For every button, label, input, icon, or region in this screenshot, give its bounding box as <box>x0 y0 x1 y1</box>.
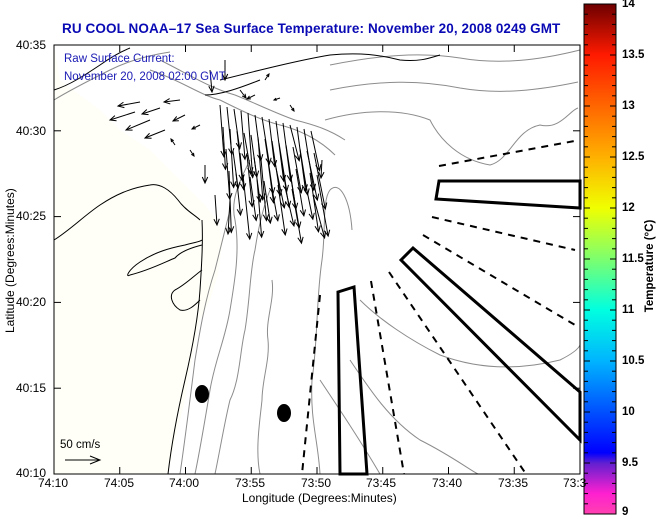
x-tick-label: 74:00 <box>169 476 200 490</box>
axis-ticks <box>53 44 581 475</box>
colorbar-tick-label: 9 <box>622 506 629 518</box>
current-vector <box>190 124 201 130</box>
coastline <box>53 47 441 475</box>
current-vector <box>316 174 331 238</box>
current-vector <box>240 110 248 161</box>
current-vector <box>108 111 136 122</box>
current-vector <box>213 194 220 227</box>
current-vector <box>270 182 280 222</box>
station-marker <box>277 404 291 422</box>
current-vector <box>239 89 247 99</box>
y-tick-label: 40:25 <box>16 209 47 223</box>
current-vector <box>124 119 151 131</box>
x-tick-label: 73:45 <box>366 476 397 490</box>
current-vector <box>162 98 181 105</box>
current-vector <box>143 129 166 139</box>
current-vector <box>289 124 301 162</box>
colorbar-ticks <box>584 3 616 515</box>
current-vector <box>256 178 265 239</box>
current-vector <box>245 94 256 100</box>
y-axis-label: Latitude (Degrees:Minutes) <box>3 188 17 333</box>
current-vector <box>239 152 247 191</box>
current-vector <box>225 199 232 236</box>
colorbar-tick-label: 13.5 <box>622 49 645 61</box>
station-marker <box>195 385 209 403</box>
colorbar-tick-label: 12.5 <box>622 151 645 163</box>
current-vector <box>295 168 307 218</box>
current-vector <box>170 137 176 146</box>
survey-dashed-lines <box>301 139 581 475</box>
current-timestamp: November 20, 2008 02:00 GMT <box>64 71 226 83</box>
current-vector <box>201 165 209 185</box>
land-area <box>54 45 222 474</box>
x-tick-label: 73:55 <box>235 476 266 490</box>
current-vector <box>289 104 295 113</box>
current-vector <box>264 72 270 81</box>
current-vector <box>242 174 253 241</box>
current-vector <box>318 159 325 180</box>
current-vector <box>208 69 215 94</box>
y-tick-label: 40:30 <box>16 124 47 138</box>
current-vector <box>306 150 320 202</box>
current-vector <box>284 186 296 228</box>
x-tick-label: 73:35 <box>498 476 529 490</box>
x-tick-label: 73:3 <box>563 476 587 490</box>
surface-current-vectors <box>108 60 331 245</box>
current-vector <box>309 172 321 234</box>
colorbar-tick-label: 13 <box>622 100 635 112</box>
colorbar-tick-label: 10.5 <box>622 355 645 367</box>
current-vector <box>116 101 141 109</box>
bathymetry-contours <box>53 49 581 475</box>
current-vector <box>189 149 195 158</box>
colorbar-tick-label: 10 <box>622 406 635 418</box>
current-vector <box>302 170 315 221</box>
current-vector <box>277 184 288 237</box>
x-axis-label: Longitude (Degrees:Minutes) <box>242 491 397 505</box>
colorbar-tick-label: 9.5 <box>622 457 638 469</box>
current-vector <box>263 180 273 225</box>
current-vector <box>272 97 281 101</box>
x-tick-label: 74:05 <box>104 476 135 490</box>
colorbar-tick-label: 11.5 <box>622 253 644 265</box>
colorbar-tick-label: 11 <box>622 304 635 316</box>
y-tick-label: 40:10 <box>16 466 47 480</box>
scale-arrow-label: 50 cm/s <box>60 439 101 451</box>
y-tick-label: 40:15 <box>16 381 47 395</box>
current-vector <box>267 160 276 204</box>
current-vector <box>221 60 229 82</box>
current-vector <box>171 114 186 122</box>
x-tick-label: 74:10 <box>38 476 69 490</box>
current-vector <box>219 104 227 159</box>
scale-arrow <box>65 455 102 465</box>
x-tick-label: 73:50 <box>301 476 332 490</box>
colorbar-tick-label: 14 <box>622 0 635 10</box>
colorbar-title: Temperature (°C) <box>644 219 656 313</box>
current-vector <box>140 107 161 116</box>
y-tick-label: 40:35 <box>16 38 47 52</box>
current-vector <box>260 158 270 222</box>
x-tick-label: 73:40 <box>432 476 463 490</box>
current-vector <box>274 162 287 209</box>
current-label: Raw Surface Current: <box>64 53 175 65</box>
current-vector <box>235 172 244 217</box>
current-vector <box>291 188 304 245</box>
y-tick-label: 40:20 <box>16 295 47 309</box>
current-vector <box>249 176 259 222</box>
current-vector <box>292 146 304 194</box>
current-vector <box>233 108 242 150</box>
current-vector <box>312 194 327 240</box>
colorbar-tick-label: 12 <box>622 202 635 214</box>
figure-title: RU COOL NOAA–17 Sea Surface Temperature:… <box>62 21 561 36</box>
